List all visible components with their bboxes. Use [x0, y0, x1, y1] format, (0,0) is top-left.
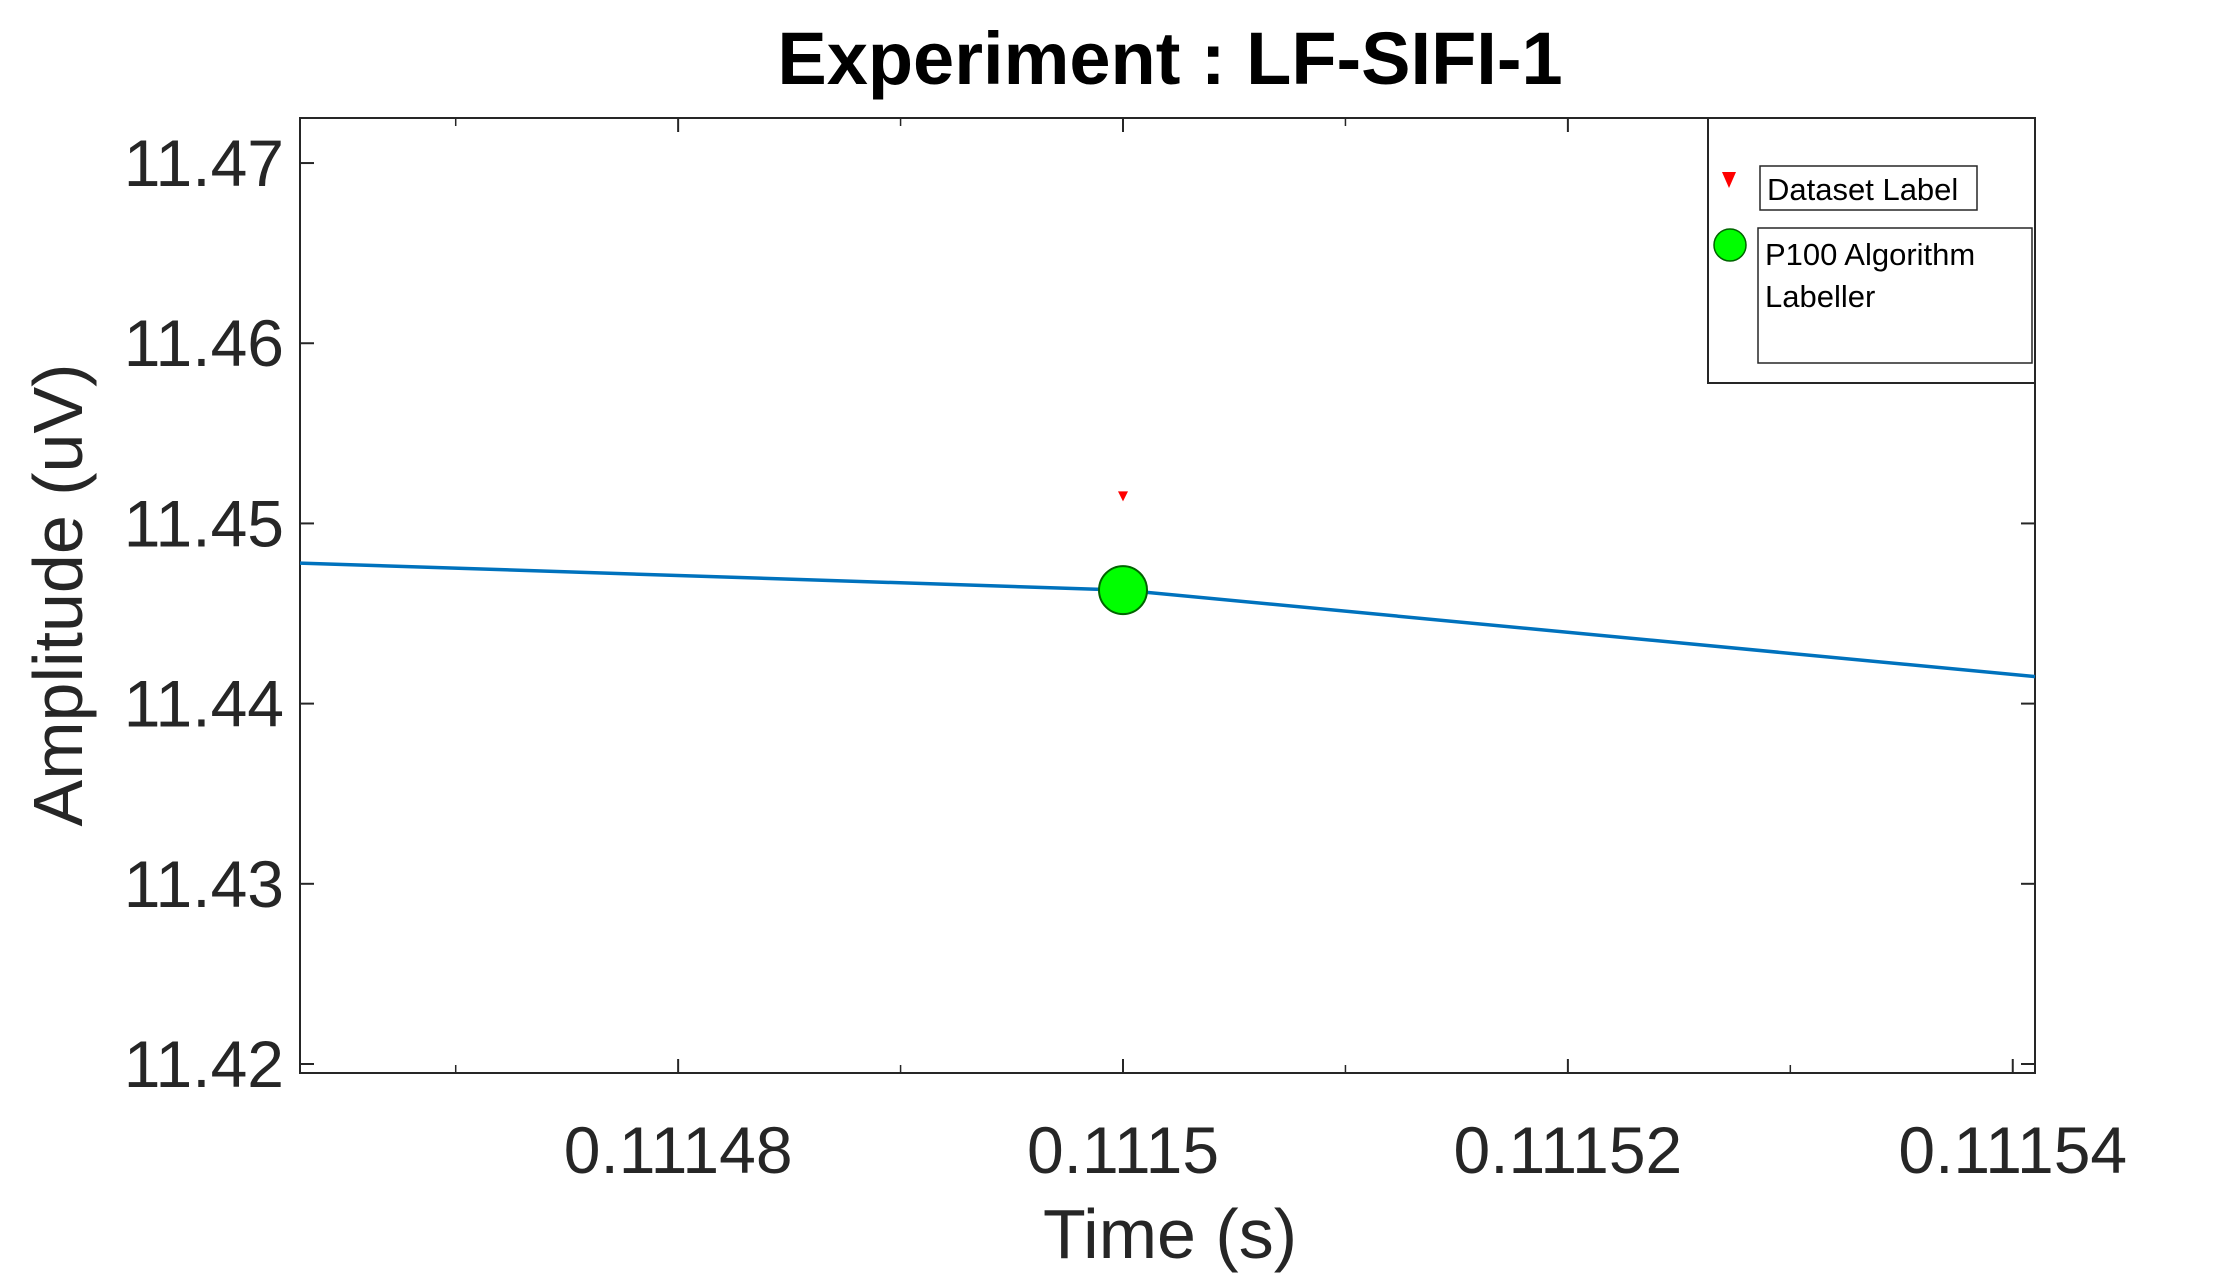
- dataset-label-marker: [1118, 491, 1129, 502]
- y-axis-label: Amplitude (uV): [19, 364, 97, 827]
- y-tick-label: 11.42: [124, 1027, 284, 1101]
- green-circle-icon: [1713, 228, 1747, 262]
- legend-item-dataset-label: Dataset Label: [1767, 172, 1958, 207]
- p100-algorithm-marker: [1098, 565, 1149, 616]
- y-tick-label: 11.47: [124, 126, 284, 200]
- y-tick-label: 11.45: [124, 486, 284, 560]
- x-tick-label: 0.11154: [1898, 1113, 2127, 1187]
- x-tick-label: 0.1115: [1027, 1113, 1219, 1187]
- legend-label-box-2: [1757, 227, 2033, 364]
- x-tick-label: 0.11148: [564, 1113, 793, 1187]
- chart-title: Experiment : LF-SIFI-1: [777, 17, 1562, 100]
- legend-item-p100-line-2: Labeller: [1765, 279, 1875, 314]
- y-tick-label: 11.44: [124, 667, 284, 741]
- x-axis-label: Time (s): [1043, 1195, 1297, 1273]
- legend-label-box-1: [1759, 165, 1978, 211]
- y-tick-label: 11.46: [124, 306, 284, 380]
- x-tick-label: 0.11152: [1453, 1113, 1682, 1187]
- legend-item-p100-line-1: P100 Algorithm: [1765, 237, 1975, 272]
- legend: Dataset Label P100 Algorithm Labeller: [1707, 117, 2036, 384]
- y-axis-ticks: 11.42 11.43 11.44 11.45 11.46 11.47: [124, 126, 2035, 1101]
- y-tick-label: 11.43: [124, 847, 284, 921]
- series-layer: [299, 491, 2036, 679]
- x-axis-ticks: 0.11148 0.1115 0.11152 0.11154: [454, 118, 2127, 1187]
- red-triangle-down-icon: [1722, 172, 1736, 188]
